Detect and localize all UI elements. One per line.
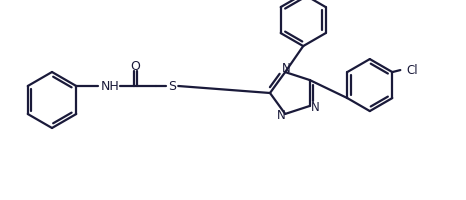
Text: N: N — [277, 109, 286, 122]
Text: Cl: Cl — [406, 63, 418, 76]
Text: N: N — [310, 101, 319, 114]
Text: S: S — [168, 80, 176, 93]
Text: NH: NH — [101, 80, 120, 93]
Text: O: O — [130, 60, 140, 73]
Text: N: N — [282, 61, 291, 74]
